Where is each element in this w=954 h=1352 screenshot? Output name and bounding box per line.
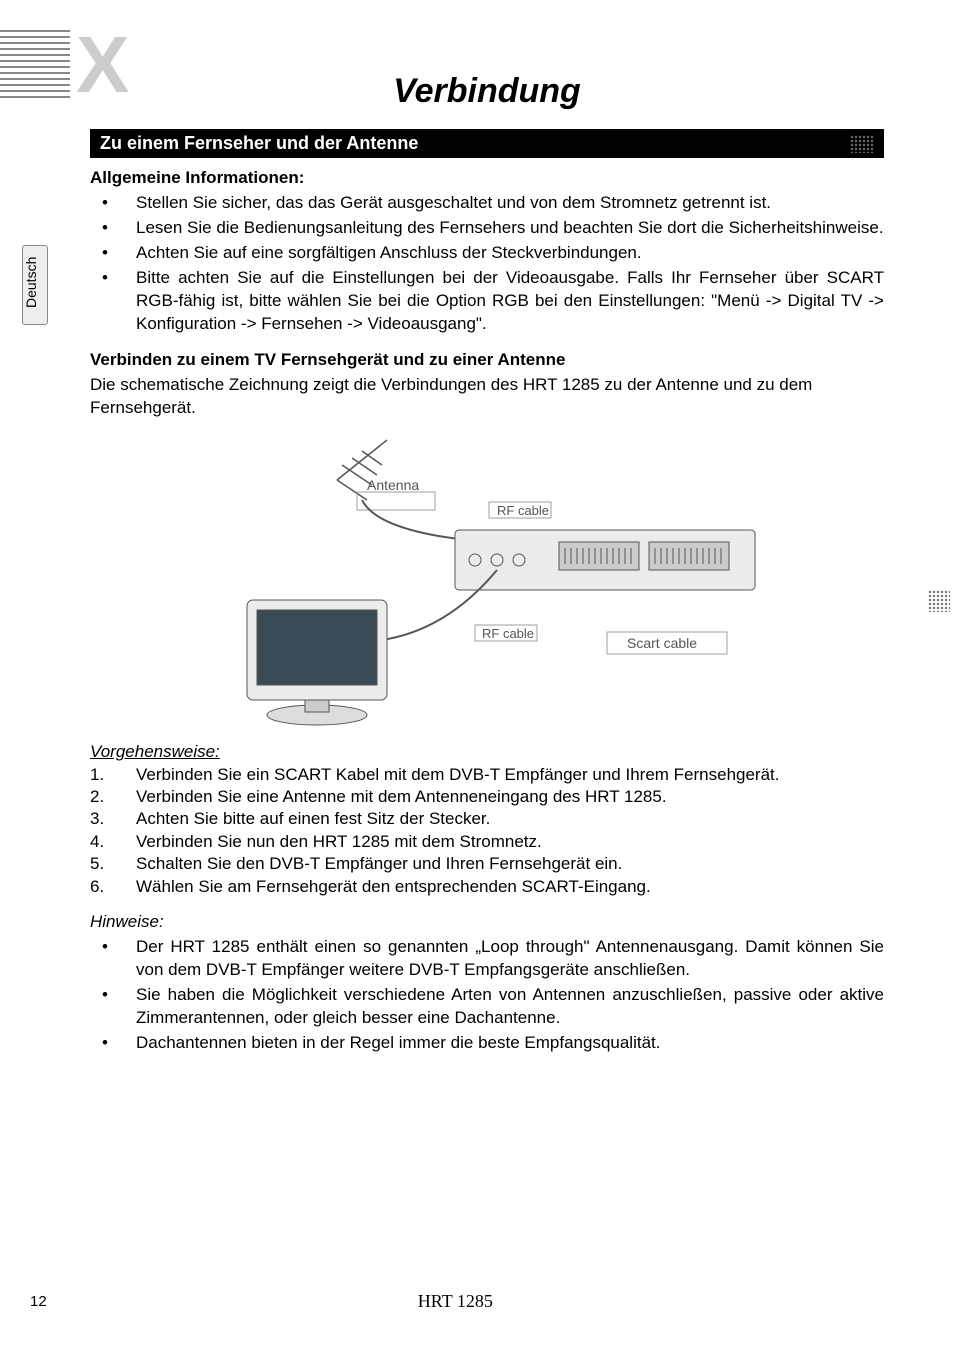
logo-x-icon: X	[76, 37, 129, 93]
scart-label: Scart cable	[627, 635, 697, 651]
list-item: Achten Sie auf eine sorgfältigen Anschlu…	[90, 242, 884, 265]
logo-lines-icon	[0, 30, 70, 100]
connect-body: Die schematische Zeichnung zeigt die Ver…	[90, 374, 884, 420]
page-footer: 12 HRT 1285	[0, 1291, 954, 1312]
list-item: 5.Schalten Sie den DVB-T Empfänger und I…	[90, 853, 884, 875]
list-item: 6.Wählen Sie am Fernsehgerät den entspre…	[90, 876, 884, 898]
list-item: 3.Achten Sie bitte auf einen fest Sitz d…	[90, 808, 884, 830]
side-dots-icon	[928, 590, 950, 612]
antenna-label: Antenna	[367, 477, 419, 493]
tv-icon	[247, 600, 387, 725]
list-item: 1.Verbinden Sie ein SCART Kabel mit dem …	[90, 764, 884, 786]
list-item: Stellen Sie sicher, das das Gerät ausges…	[90, 192, 884, 215]
list-item: Lesen Sie die Bedienungsanleitung des Fe…	[90, 217, 884, 240]
footer-model: HRT 1285	[47, 1291, 864, 1312]
rf-label-2: RF cable	[482, 626, 534, 641]
connection-diagram: Antenna RF cable	[207, 430, 767, 730]
list-item: Bitte achten Sie auf die Einstellungen b…	[90, 267, 884, 336]
steps-heading: Vorgehensweise:	[90, 742, 884, 762]
language-tab: Deutsch	[22, 245, 48, 325]
hints-heading: Hinweise:	[90, 912, 884, 932]
section-bar: Zu einem Fernseher und der Antenne	[90, 129, 884, 158]
general-info-heading: Allgemeine Informationen:	[90, 168, 884, 188]
list-item: Der HRT 1285 enthält einen so genannten …	[90, 936, 884, 982]
page-number: 12	[30, 1293, 47, 1310]
list-item: Sie haben die Möglichkeit verschiedene A…	[90, 984, 884, 1030]
page-title: Verbindung	[90, 72, 884, 111]
list-item: Dachantennen bieten in der Regel immer d…	[90, 1032, 884, 1055]
section-bar-label: Zu einem Fernseher und der Antenne	[100, 133, 418, 154]
header-logo: X	[0, 30, 129, 100]
hints-list: Der HRT 1285 enthält einen so genannten …	[90, 936, 884, 1055]
page: X Deutsch Verbindung Zu einem Fernseher …	[0, 0, 954, 1109]
connect-heading: Verbinden zu einem TV Fernsehgerät und z…	[90, 350, 884, 370]
receiver-icon	[455, 530, 755, 590]
steps-list: 1.Verbinden Sie ein SCART Kabel mit dem …	[90, 764, 884, 899]
list-item: 4.Verbinden Sie nun den HRT 1285 mit dem…	[90, 831, 884, 853]
list-item: 2.Verbinden Sie eine Antenne mit dem Ant…	[90, 786, 884, 808]
general-info-list: Stellen Sie sicher, das das Gerät ausges…	[90, 192, 884, 336]
bar-dots-icon	[850, 135, 874, 153]
rf-label-1: RF cable	[497, 503, 549, 518]
